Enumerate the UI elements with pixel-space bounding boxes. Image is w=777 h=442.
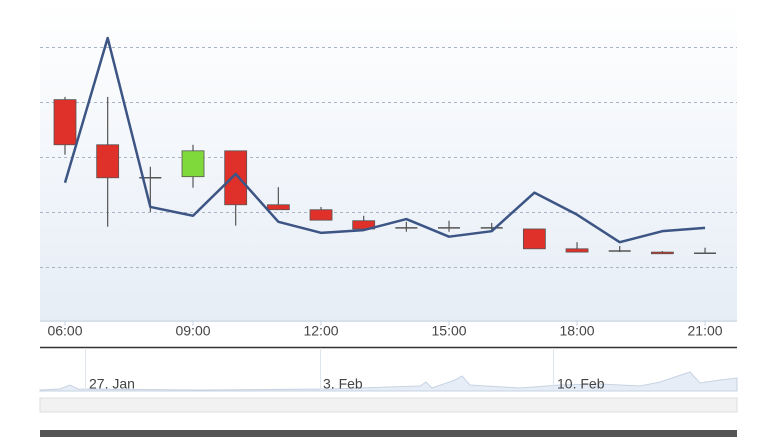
navigator-label: 27. Jan [89, 376, 135, 392]
candle-body [96, 144, 120, 179]
x-tick-label: 09:00 [175, 323, 210, 339]
candle-body [650, 251, 674, 255]
candle-body [309, 209, 333, 221]
x-tick-label: 18:00 [560, 323, 595, 339]
candle-body [522, 228, 546, 250]
plot [40, 36, 737, 268]
plot-background [40, 0, 737, 322]
candle-body [181, 150, 205, 178]
x-tick-label: 12:00 [303, 323, 338, 339]
line-series [63, 36, 706, 244]
navigator-area [39, 371, 738, 392]
candle-body [224, 150, 248, 206]
navigator-label: 10. Feb [557, 376, 605, 392]
x-tick-label: 21:00 [688, 323, 723, 339]
x-tick-label: 15:00 [432, 323, 467, 339]
candle-body [565, 248, 589, 253]
scrollbar[interactable] [39, 397, 738, 413]
x-tick-label: 06:00 [47, 323, 82, 339]
navigator-label: 3. Feb [323, 376, 363, 392]
candle-body [266, 204, 290, 211]
bottom-bar [40, 430, 737, 437]
candle-body [53, 99, 77, 146]
